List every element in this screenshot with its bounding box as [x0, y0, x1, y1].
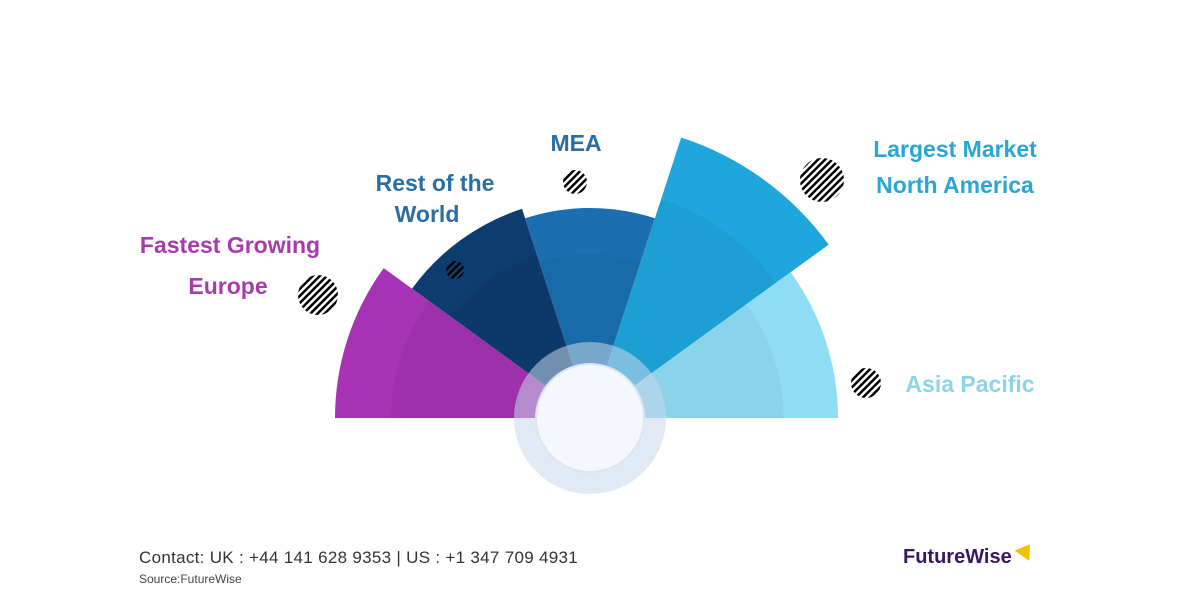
hatched-dot-icon — [298, 275, 338, 315]
source-note: Source:FutureWise — [139, 572, 242, 586]
hub-circle — [535, 363, 645, 473]
futurewise-logo: FutureWise — [903, 546, 1012, 568]
label-europe-line2: Europe — [188, 273, 268, 299]
sector-shade — [539, 254, 641, 418]
label-asia-pacific: Asia Pacific — [905, 371, 1035, 397]
label-row-line2: World — [394, 201, 460, 227]
contact-info: Contact: UK : +44 141 628 9353 | US : +1… — [139, 548, 579, 567]
hatched-dot-icon — [446, 261, 464, 279]
hatched-dot-icon — [563, 170, 587, 194]
label-europe-line1: Fastest Growing — [139, 232, 321, 258]
label-mea: MEA — [550, 130, 602, 156]
label-na-line2: North America — [876, 172, 1034, 198]
hatched-dot-icon — [851, 368, 881, 398]
sector-mea — [525, 208, 655, 418]
label-na-line1: Largest Market — [873, 136, 1037, 162]
sector-north-america — [590, 137, 829, 418]
label-row-line1: Rest of the — [375, 170, 495, 196]
hatched-dot-icon — [800, 158, 844, 202]
